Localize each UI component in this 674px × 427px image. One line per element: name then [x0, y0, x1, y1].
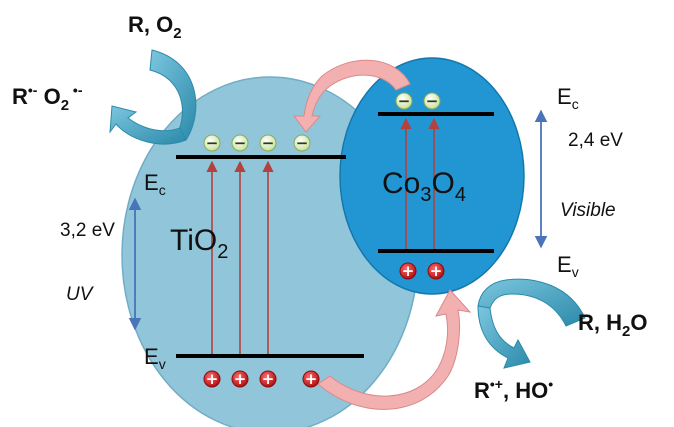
superoxide-product-label: R•- O2 •- [12, 82, 83, 114]
tio2-ec-label: Ec [144, 170, 166, 198]
tio2-excitation-arrows [206, 160, 274, 354]
svg-text:+: + [430, 262, 443, 280]
co3o4-holes: + + [399, 262, 445, 280]
svg-text:+: + [206, 370, 219, 388]
electron-2: − [231, 134, 249, 152]
svg-text:+: + [402, 262, 415, 280]
oxygen-reactant-label: R, O2 [128, 12, 182, 42]
electron-1: − [203, 134, 221, 152]
electron-4: − [293, 134, 311, 152]
hole-4: + [302, 370, 320, 388]
tio2-gap-label: 3,2 eV [60, 220, 115, 241]
svg-text:−: − [262, 134, 275, 152]
tio2-label: TiO2 [170, 224, 228, 263]
co3o4-excitation-arrows [400, 117, 440, 249]
tio2-light-label: UV [66, 284, 95, 305]
hole-1: + [203, 370, 221, 388]
electron-3: − [259, 134, 277, 152]
svg-text:+: + [234, 370, 247, 388]
co3o4-ev-label: Ev [557, 252, 579, 280]
electron-6: − [423, 92, 441, 110]
co3o4-gap-label: 2,4 eV [568, 130, 623, 151]
hole-transfer-arrow [317, 289, 472, 410]
svg-text:−: − [398, 92, 411, 110]
hydroxyl-product-label: R•+, HO• [474, 376, 553, 403]
co3o4-ec-label: Ec [557, 84, 579, 112]
hole-6: + [427, 262, 445, 280]
co3o4-light-label: Visible [560, 200, 616, 221]
svg-text:−: − [296, 134, 309, 152]
tio2-holes: + + + + [203, 370, 320, 388]
co3o4-particle [339, 57, 525, 295]
water-oxidation-arrow [477, 278, 586, 327]
hole-5: + [399, 262, 417, 280]
superoxide-product-arrow [109, 105, 187, 145]
svg-text:+: + [262, 370, 275, 388]
electron-transfer-arrow [293, 59, 411, 133]
hydroxyl-product-arrow [477, 305, 531, 369]
tio2-electrons: − − − − [203, 134, 311, 152]
co3o4-label: Co3O4 [382, 167, 466, 206]
tio2-ev-label: Ev [144, 344, 166, 372]
co3o4-electrons: − − [395, 92, 441, 110]
svg-text:−: − [234, 134, 247, 152]
svg-text:+: + [305, 370, 318, 388]
svg-text:−: − [426, 92, 439, 110]
water-reactant-label: R, H2O [578, 310, 647, 340]
hole-3: + [259, 370, 277, 388]
electron-5: − [395, 92, 413, 110]
svg-text:−: − [206, 134, 219, 152]
hole-2: + [231, 370, 249, 388]
